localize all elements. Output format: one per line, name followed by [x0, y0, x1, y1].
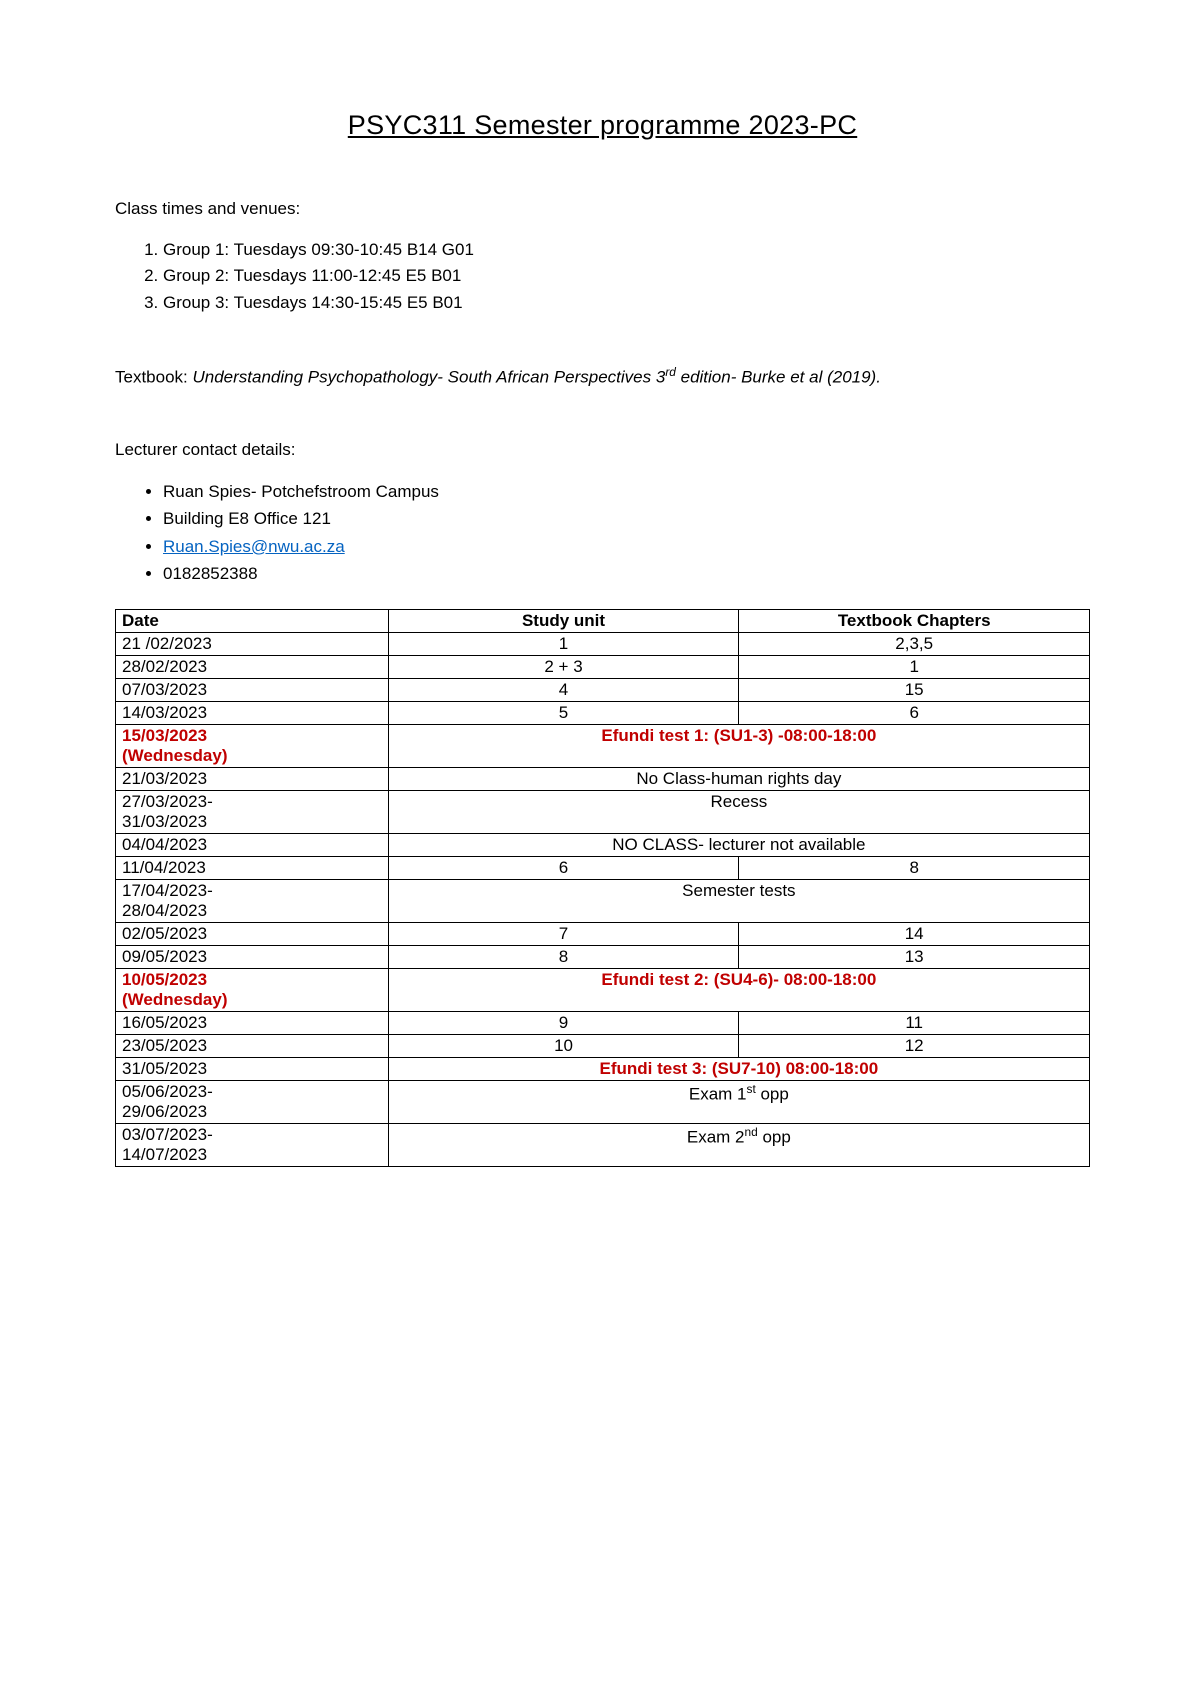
cell-unit: 2 + 3 [388, 655, 739, 678]
cell-chapters: 1 [739, 655, 1090, 678]
table-row: 09/05/2023813 [116, 945, 1090, 968]
group-item: Group 1: Tuesdays 09:30-10:45 B14 G01 [163, 237, 1090, 263]
table-row: 23/05/20231012 [116, 1034, 1090, 1057]
cell-merged: NO CLASS- lecturer not available [388, 833, 1089, 856]
lecturer-list: Ruan Spies- Potchefstroom Campus Buildin… [135, 478, 1090, 587]
cell-chapters: 2,3,5 [739, 632, 1090, 655]
cell-date: 15/03/2023(Wednesday) [116, 724, 389, 767]
lecturer-label: Lecturer contact details: [115, 440, 1090, 460]
table-row: 15/03/2023(Wednesday)Efundi test 1: (SU1… [116, 724, 1090, 767]
cell-unit: 8 [388, 945, 739, 968]
cell-unit: 5 [388, 701, 739, 724]
cell-merged: Recess [388, 790, 1089, 833]
table-row: 04/04/2023NO CLASS- lecturer not availab… [116, 833, 1090, 856]
cell-unit: 4 [388, 678, 739, 701]
table-row: 10/05/2023(Wednesday)Efundi test 2: (SU4… [116, 968, 1090, 1011]
cell-merged: Exam 1st opp [388, 1080, 1089, 1123]
cell-chapters: 12 [739, 1034, 1090, 1057]
cell-chapters: 13 [739, 945, 1090, 968]
cell-chapters: 14 [739, 922, 1090, 945]
lecturer-name: Ruan Spies- Potchefstroom Campus [163, 478, 1090, 505]
cell-date: 05/06/2023-29/06/2023 [116, 1080, 389, 1123]
cell-date: 21/03/2023 [116, 767, 389, 790]
cell-unit: 10 [388, 1034, 739, 1057]
class-times-label: Class times and venues: [115, 199, 1090, 219]
page-title: PSYC311 Semester programme 2023-PC [115, 110, 1090, 141]
cell-date: 31/05/2023 [116, 1057, 389, 1080]
textbook-main: Understanding Psychopathology- South Afr… [193, 368, 666, 387]
cell-merged: Efundi test 3: (SU7-10) 08:00-18:00 [388, 1057, 1089, 1080]
table-row: 27/03/2023-31/03/2023Recess [116, 790, 1090, 833]
cell-chapters: 6 [739, 701, 1090, 724]
cell-merged: Efundi test 1: (SU1-3) -08:00-18:00 [388, 724, 1089, 767]
cell-merged: Exam 2nd opp [388, 1123, 1089, 1166]
table-row: 07/03/2023415 [116, 678, 1090, 701]
table-row: 16/05/2023911 [116, 1011, 1090, 1034]
table-row: 14/03/202356 [116, 701, 1090, 724]
cell-merged: Efundi test 2: (SU4-6)- 08:00-18:00 [388, 968, 1089, 1011]
cell-date: 23/05/2023 [116, 1034, 389, 1057]
cell-date: 10/05/2023(Wednesday) [116, 968, 389, 1011]
table-row: 03/07/2023-14/07/2023Exam 2nd opp [116, 1123, 1090, 1166]
header-chapters: Textbook Chapters [739, 609, 1090, 632]
cell-date: 14/03/2023 [116, 701, 389, 724]
cell-date: 28/02/2023 [116, 655, 389, 678]
lecturer-office: Building E8 Office 121 [163, 505, 1090, 532]
schedule-table: Date Study unit Textbook Chapters 21 /02… [115, 609, 1090, 1167]
cell-unit: 1 [388, 632, 739, 655]
table-row: 21 /02/202312,3,5 [116, 632, 1090, 655]
table-row: 31/05/2023Efundi test 3: (SU7-10) 08:00-… [116, 1057, 1090, 1080]
lecturer-email-link[interactable]: Ruan.Spies@nwu.ac.za [163, 537, 345, 556]
header-unit: Study unit [388, 609, 739, 632]
cell-date: 21 /02/2023 [116, 632, 389, 655]
page: PSYC311 Semester programme 2023-PC Class… [0, 0, 1200, 1698]
cell-chapters: 8 [739, 856, 1090, 879]
cell-unit: 7 [388, 922, 739, 945]
table-row: 21/03/2023No Class-human rights day [116, 767, 1090, 790]
table-header-row: Date Study unit Textbook Chapters [116, 609, 1090, 632]
cell-date: 03/07/2023-14/07/2023 [116, 1123, 389, 1166]
textbook-prefix: Textbook: [115, 368, 193, 387]
cell-date: 27/03/2023-31/03/2023 [116, 790, 389, 833]
group-item: Group 2: Tuesdays 11:00-12:45 E5 B01 [163, 263, 1090, 289]
cell-merged: Semester tests [388, 879, 1089, 922]
cell-date: 09/05/2023 [116, 945, 389, 968]
cell-chapters: 15 [739, 678, 1090, 701]
table-row: 02/05/2023714 [116, 922, 1090, 945]
textbook-sup: rd [665, 365, 676, 379]
cell-date: 11/04/2023 [116, 856, 389, 879]
cell-chapters: 11 [739, 1011, 1090, 1034]
table-row: 05/06/2023-29/06/2023Exam 1st opp [116, 1080, 1090, 1123]
cell-unit: 6 [388, 856, 739, 879]
table-row: 17/04/2023-28/04/2023Semester tests [116, 879, 1090, 922]
lecturer-email-item: Ruan.Spies@nwu.ac.za [163, 533, 1090, 560]
header-date: Date [116, 609, 389, 632]
cell-unit: 9 [388, 1011, 739, 1034]
textbook-tail: edition- Burke et al (2019). [676, 368, 881, 387]
cell-date: 16/05/2023 [116, 1011, 389, 1034]
cell-date: 04/04/2023 [116, 833, 389, 856]
table-row: 11/04/202368 [116, 856, 1090, 879]
cell-merged: No Class-human rights day [388, 767, 1089, 790]
cell-date: 07/03/2023 [116, 678, 389, 701]
table-row: 28/02/20232 + 31 [116, 655, 1090, 678]
groups-list: Group 1: Tuesdays 09:30-10:45 B14 G01 Gr… [135, 237, 1090, 316]
textbook-line: Textbook: Understanding Psychopathology-… [115, 364, 1090, 390]
group-item: Group 3: Tuesdays 14:30-15:45 E5 B01 [163, 290, 1090, 316]
cell-date: 02/05/2023 [116, 922, 389, 945]
cell-date: 17/04/2023-28/04/2023 [116, 879, 389, 922]
lecturer-phone: 0182852388 [163, 560, 1090, 587]
